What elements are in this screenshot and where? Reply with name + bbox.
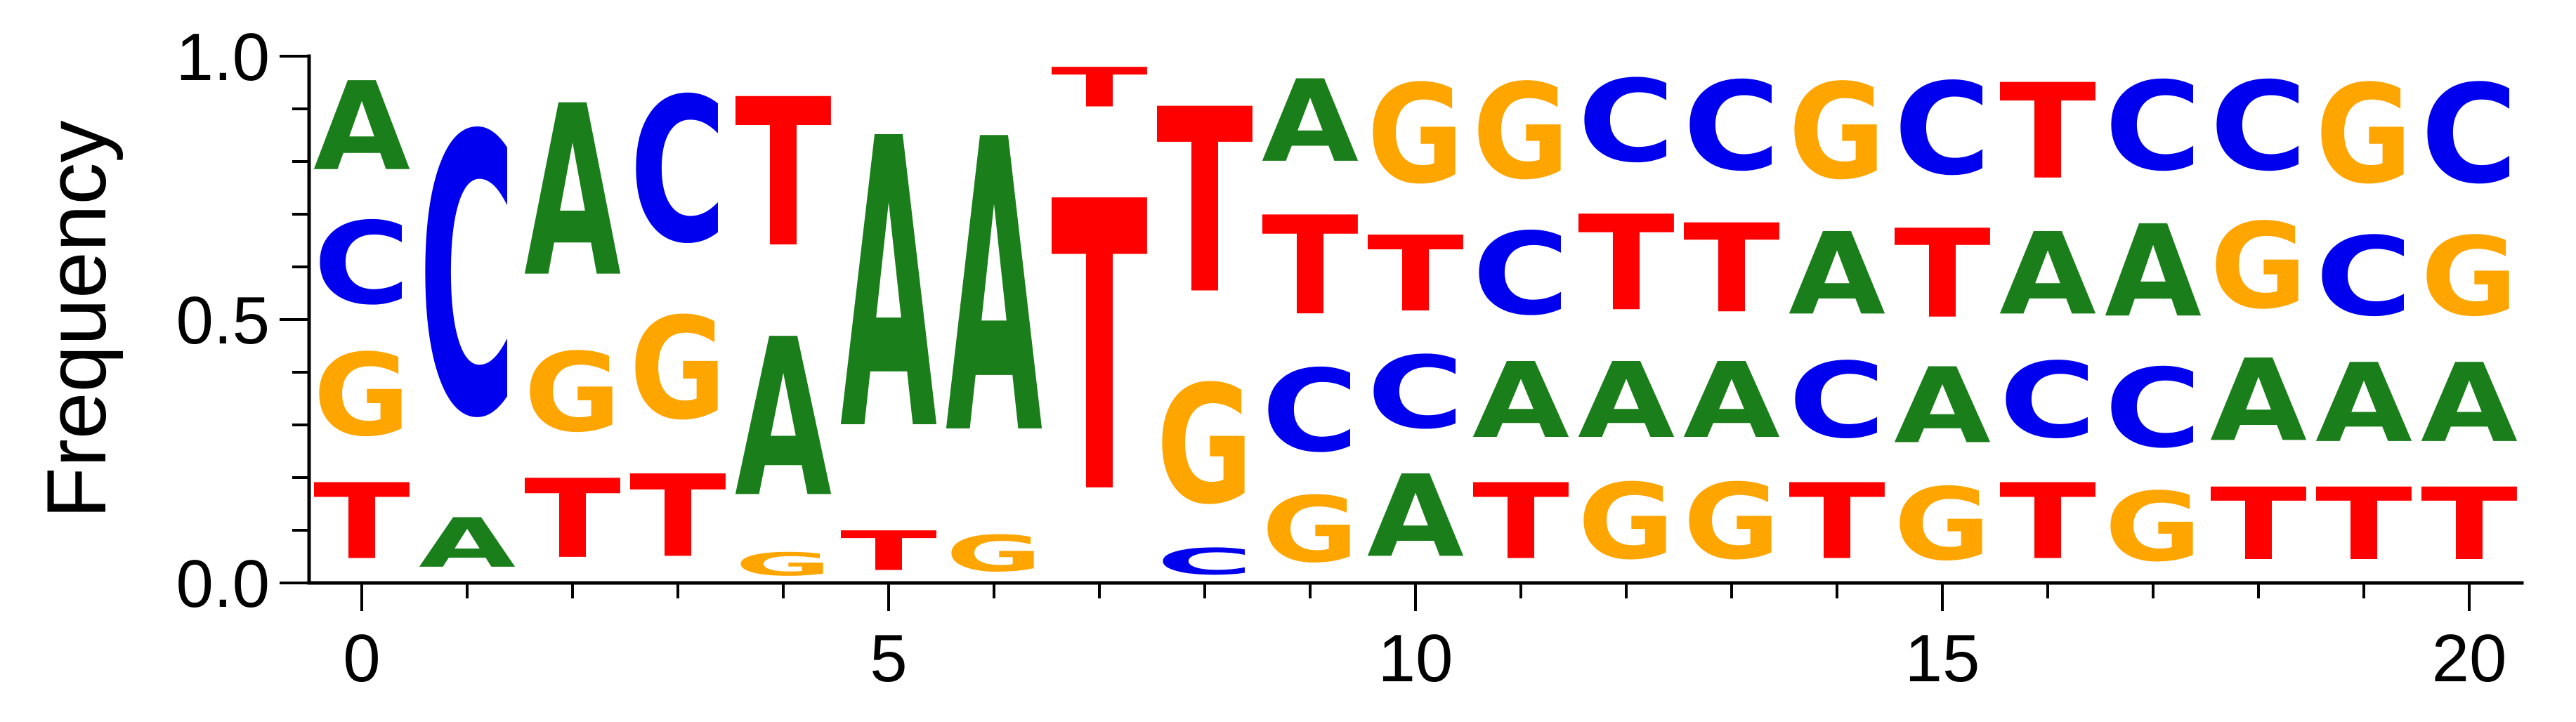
logo-letter-A-pos-12: A — [1578, 341, 1675, 462]
x-tick-label: 15 — [1905, 621, 1980, 696]
logo-letter-C-pos-17: C — [2105, 56, 2202, 199]
logo-letter-G-pos-2: G — [524, 330, 621, 457]
logo-letter-C-pos-17: C — [2105, 346, 2202, 472]
logo-letter-T-pos-16: T — [1999, 55, 2096, 209]
logo-letter-T-pos-4: T — [735, 55, 832, 292]
logo-letter-C-pos-16: C — [1999, 341, 2096, 461]
x-tick-label: 10 — [1378, 621, 1453, 696]
logo-letter-A-pos-11: A — [1472, 341, 1569, 462]
logo-letter-A-pos-6: A — [946, 55, 1043, 524]
axes: 0.0 0.5 1.0 0 5 10 15 20 — [176, 20, 2524, 696]
logo-letter-G-pos-13: G — [1683, 462, 1780, 583]
logo-letter-T-pos-19: T — [2315, 467, 2412, 583]
logo-letter-A-pos-20: A — [2421, 341, 2518, 467]
y-tick-label: 0.5 — [176, 283, 270, 358]
logo-letter-G-pos-20: G — [2421, 214, 2518, 341]
logo-letter-A-pos-15: A — [1894, 346, 1991, 467]
logo-letter-C-pos-18: C — [2210, 56, 2307, 199]
logo-letter-G-pos-19: G — [2315, 55, 2412, 214]
logo-letter-G-pos-9: G — [1262, 478, 1359, 583]
logo-letter-A-pos-1: A — [419, 504, 516, 582]
logo-letter-G-pos-4: G — [735, 546, 832, 583]
logo-letter-T-pos-14: T — [1789, 461, 1885, 583]
logo-letter-C-pos-9: C — [1262, 346, 1359, 478]
logo-letter-G-pos-10: G — [1367, 55, 1464, 214]
logo-letter-G-pos-11: G — [1472, 55, 1569, 209]
logo-letter-C-pos-19: C — [2315, 214, 2412, 340]
logo-letter-A-pos-14: A — [1789, 209, 1885, 341]
logo-letter-T-pos-10: T — [1367, 214, 1464, 335]
logo-letter-T-pos-5: T — [840, 520, 937, 583]
logo-letter-C-pos-1: C — [419, 55, 516, 503]
logo-letter-C-pos-14: C — [1789, 341, 1885, 461]
logo-letter-T-pos-0: T — [313, 461, 410, 583]
logo-letter-A-pos-13: A — [1683, 341, 1780, 462]
logo-letter-C-pos-20: C — [2421, 55, 2518, 214]
x-axis-ticks: 0 5 10 15 20 — [343, 583, 2506, 696]
logo-letter-T-pos-15: T — [1894, 204, 1991, 346]
logo-letter-A-pos-0: A — [313, 56, 410, 198]
logo-letter-T-pos-20: T — [2421, 467, 2518, 583]
logo-letter-T-pos-2: T — [524, 457, 621, 582]
logo-letter-G-pos-8: G — [1156, 350, 1253, 540]
logo-letter-T-pos-16: T — [1999, 461, 2096, 583]
logo-letter-A-pos-16: A — [1999, 209, 2096, 341]
logo-letter-G-pos-6: G — [946, 525, 1042, 583]
logo-letter-C-pos-12: C — [1578, 57, 1675, 188]
logo-letter-T-pos-3: T — [629, 452, 726, 584]
logo-letter-A-pos-18: A — [2210, 336, 2307, 468]
logo-letter-T-pos-7: T — [1051, 119, 1149, 582]
logo-letter-A-pos-4: A — [735, 294, 832, 546]
logo-letter-A-pos-19: A — [2315, 341, 2412, 467]
logo-letter-A-pos-9: A — [1262, 56, 1359, 188]
logo-letter-G-pos-15: G — [1894, 467, 1991, 583]
logo-letter-C-pos-8: C — [1156, 541, 1253, 583]
logo-letter-G-pos-18: G — [2210, 198, 2307, 336]
logo-letter-T-pos-9: T — [1262, 187, 1359, 346]
x-tick-label: 5 — [870, 621, 907, 696]
logo-letter-T-pos-8: T — [1156, 55, 1254, 350]
logo-letter-A-pos-2: A — [524, 56, 622, 329]
logo-letter-C-pos-11: C — [1472, 209, 1569, 341]
logo-letter-T-pos-18: T — [2210, 467, 2307, 583]
logo-letter-G-pos-12: G — [1578, 462, 1675, 583]
logo-letter-C-pos-13: C — [1683, 56, 1780, 199]
logo-letter-A-pos-10: A — [1367, 452, 1464, 584]
logo-letter-A-pos-17: A — [2105, 199, 2202, 346]
logo-letter-C-pos-0: C — [313, 199, 410, 330]
logo-letter-A-pos-5: A — [840, 55, 938, 519]
logo-letter-C-pos-15: C — [1894, 56, 1991, 203]
logo-letter-G-pos-14: G — [1789, 55, 1885, 209]
y-tick-label: 1.0 — [176, 20, 270, 95]
y-axis-title: Frequency — [30, 121, 124, 519]
logo-letter-G-pos-17: G — [2105, 472, 2202, 583]
logo-letter-T-pos-12: T — [1578, 188, 1675, 341]
y-axis-ticks: 0.0 0.5 1.0 — [176, 20, 309, 622]
logo-letter-T-pos-13: T — [1683, 199, 1780, 341]
logo-letter-C-pos-10: C — [1367, 335, 1464, 451]
y-tick-label: 0.0 — [176, 546, 270, 622]
logo-letter-C-pos-3: C — [629, 55, 726, 287]
x-tick-label: 0 — [343, 621, 380, 696]
x-tick-label: 20 — [2432, 621, 2507, 696]
logo-letter-T-pos-11: T — [1472, 461, 1569, 583]
logo-letter-G-pos-0: G — [313, 329, 410, 461]
logo-letter-T-pos-7: T — [1051, 56, 1148, 119]
logo-letter-G-pos-3: G — [629, 288, 726, 452]
